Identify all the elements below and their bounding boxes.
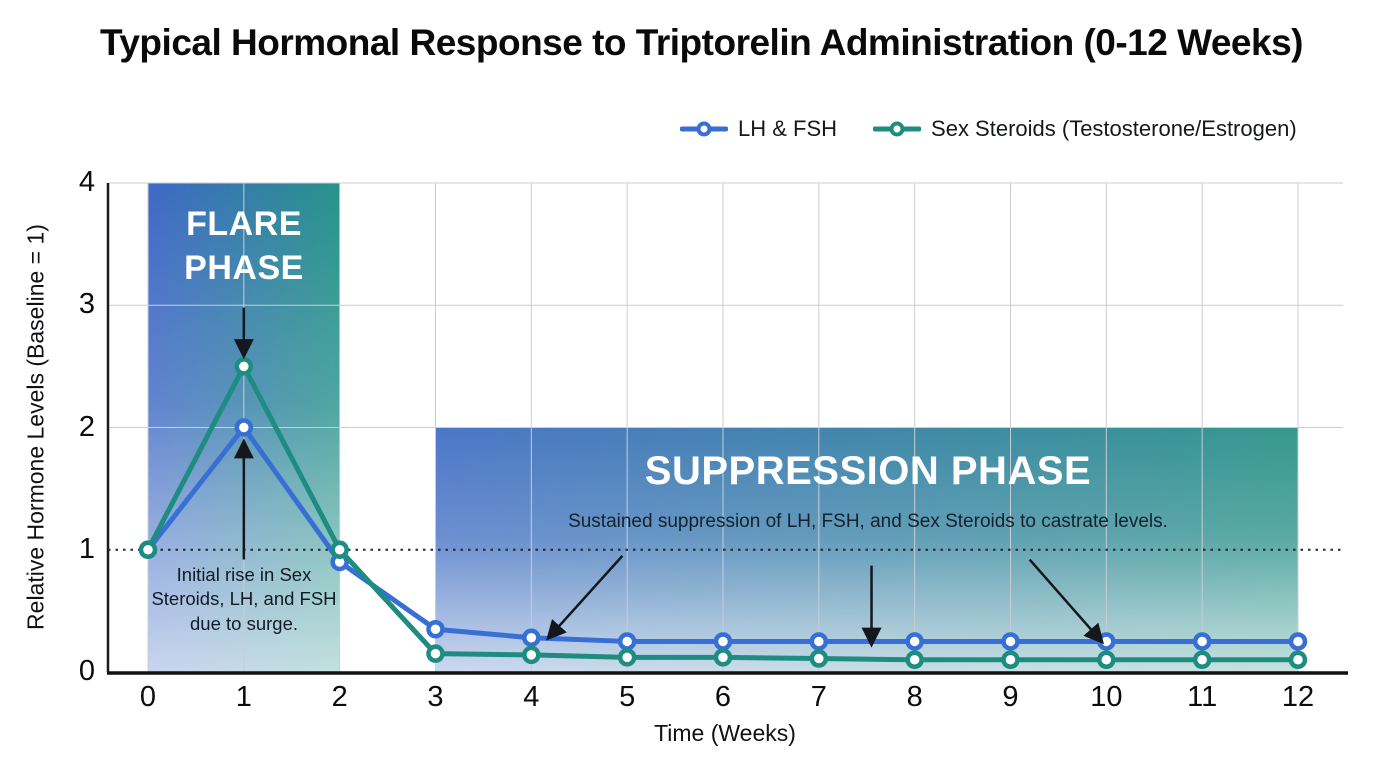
data-point-marker xyxy=(713,648,733,667)
y-axis-title: Relative Hormone Levels (Baseline = 1) xyxy=(22,224,49,630)
x-tick-label: 7 xyxy=(810,681,827,713)
data-point-marker xyxy=(1001,632,1020,651)
x-axis-title: Time (Weeks) xyxy=(654,720,796,746)
x-tick-label: 12 xyxy=(1281,681,1315,713)
y-tick-label: 4 xyxy=(78,166,95,198)
x-tick-label: 11 xyxy=(1187,681,1218,713)
y-tick-label: 3 xyxy=(78,288,95,321)
chart-title: Typical Hormonal Response to Triptorelin… xyxy=(100,22,1304,63)
data-point-marker xyxy=(617,632,637,651)
x-tick-label: 2 xyxy=(331,681,348,713)
data-point-marker xyxy=(1288,632,1308,651)
x-tick-label: 10 xyxy=(1090,681,1123,713)
line-marker-icon xyxy=(680,121,728,137)
data-point-marker xyxy=(138,540,158,559)
flare-phase-note: Initial rise in Sex Steroids, LH, and FS… xyxy=(151,564,337,634)
x-tick-label: 1 xyxy=(235,681,252,713)
x-tick-label: 9 xyxy=(1002,681,1019,713)
data-point-marker xyxy=(809,632,829,651)
data-point-marker xyxy=(1192,632,1212,651)
suppression-phase-label: SUPPRESSION PHASE xyxy=(644,449,1092,493)
data-point-marker xyxy=(234,357,254,376)
data-point-marker xyxy=(234,418,254,437)
data-point-marker xyxy=(522,628,541,648)
x-tick-label: 0 xyxy=(139,681,157,713)
suppression-phase-note: Sustained suppression of LH, FSH, and Se… xyxy=(568,511,1168,532)
annotation-arrow xyxy=(546,555,624,641)
legend-item-sex-steroids: Sex Steroids (Testosterone/Estrogen) xyxy=(873,116,1297,142)
y-tick-label: 2 xyxy=(78,410,95,443)
y-tick-label: 0 xyxy=(78,655,95,687)
x-tick-label: 5 xyxy=(619,681,636,713)
x-tick-label: 4 xyxy=(523,681,540,713)
data-point-marker xyxy=(1192,650,1212,670)
data-point-marker xyxy=(1097,650,1116,670)
data-point-marker xyxy=(330,540,349,559)
data-point-marker xyxy=(426,644,445,663)
x-tick-label: 8 xyxy=(906,681,923,713)
legend-item-lh-fsh: LH & FSH xyxy=(680,116,837,142)
annotation-arrow xyxy=(1028,558,1105,645)
data-point-marker xyxy=(426,619,445,639)
legend-label: Sex Steroids (Testosterone/Estrogen) xyxy=(931,116,1297,141)
data-point-marker xyxy=(905,650,924,670)
data-point-marker xyxy=(1001,650,1020,670)
data-point-marker xyxy=(617,648,637,667)
y-tick-label: 1 xyxy=(78,532,95,565)
legend: LH & FSH Sex Steroids (Testosterone/Estr… xyxy=(680,116,1297,142)
data-point-marker xyxy=(522,645,541,665)
x-tick-label: 3 xyxy=(427,681,444,713)
data-point-marker xyxy=(1288,650,1308,670)
x-tick-label: 6 xyxy=(714,681,732,713)
data-point-marker xyxy=(809,649,829,668)
data-point-marker xyxy=(905,632,924,651)
line-marker-icon xyxy=(873,121,922,137)
legend-label: LH & FSH xyxy=(738,116,838,141)
flare-phase-label: FLARE PHASE xyxy=(184,205,304,288)
data-point-marker xyxy=(713,632,733,651)
